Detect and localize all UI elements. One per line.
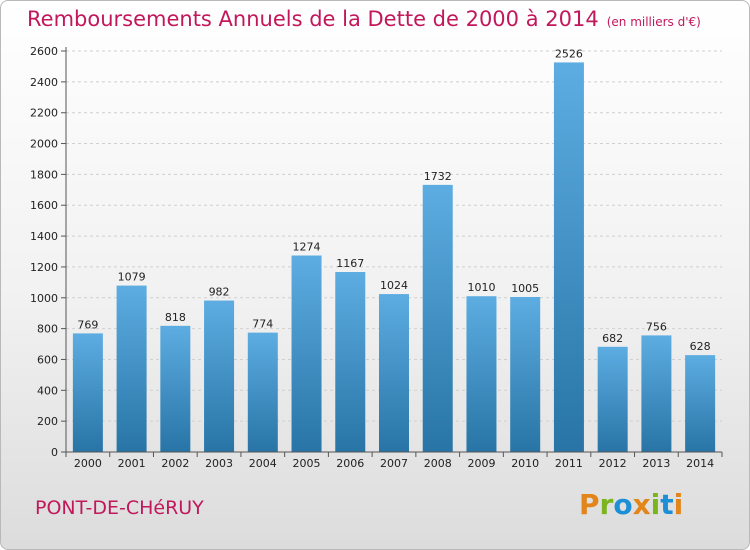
y-tick-label: 0 — [51, 446, 58, 459]
x-tick-label: 2007 — [380, 457, 408, 470]
bar-value-label: 756 — [646, 320, 667, 333]
bar — [685, 355, 716, 452]
bar-value-label: 1167 — [336, 257, 364, 270]
bar-value-label: 1732 — [424, 170, 452, 183]
proxiti-logo-letter: x — [632, 488, 651, 521]
bar-value-label: 769 — [77, 318, 98, 331]
bar-value-label: 682 — [602, 332, 623, 345]
bar — [335, 272, 366, 452]
bar-value-label: 1024 — [380, 279, 408, 292]
y-tick-label: 2600 — [30, 45, 58, 58]
x-tick-label: 2004 — [249, 457, 277, 470]
bar-value-label: 628 — [690, 340, 711, 353]
y-tick-label: 2200 — [30, 107, 58, 120]
bars: 769 1079 818 982 774 1274 1167 1024 1732 1010 1005… — [72, 47, 716, 452]
bar — [510, 296, 541, 452]
x-tick-label: 2003 — [205, 457, 233, 470]
y-tick-label: 1800 — [30, 168, 58, 181]
bar-value-label: 1005 — [511, 282, 539, 295]
y-tick-label: 1600 — [30, 199, 58, 212]
chart-unit: (en milliers d'€) — [606, 15, 701, 29]
bar — [160, 325, 191, 452]
y-tick-label: 600 — [37, 353, 58, 366]
bar — [597, 346, 628, 452]
bar — [204, 300, 235, 452]
proxiti-logo-letter: i — [673, 488, 684, 521]
y-tick-label: 200 — [37, 415, 58, 428]
y-tick-label: 800 — [37, 323, 58, 336]
bar — [641, 335, 672, 452]
proxiti-logo-letter: P — [579, 488, 600, 521]
x-tick-label: 2010 — [511, 457, 539, 470]
x-tick-label: 2009 — [467, 457, 495, 470]
bar — [466, 296, 497, 452]
bar-value-label: 1274 — [293, 241, 321, 254]
y-tick-label: 1400 — [30, 230, 58, 243]
y-tick-label: 2000 — [30, 138, 58, 151]
bar-value-label: 1010 — [467, 281, 495, 294]
x-tick-label: 2012 — [599, 457, 627, 470]
bar — [291, 255, 322, 452]
bar — [553, 62, 584, 452]
x-axis: 2000 2001 2002 2003 2004 2005 2006 2007 2008 2009… — [65, 451, 723, 470]
bar — [379, 294, 409, 452]
proxiti-logo-letter: i — [650, 488, 661, 521]
y-tick-label: 1000 — [30, 292, 58, 305]
chart-title-text: Remboursements Annuels de la Dette de 20… — [27, 7, 599, 31]
bar — [72, 333, 103, 452]
x-tick-label: 2011 — [555, 457, 583, 470]
bar-value-label: 774 — [252, 318, 273, 331]
bar-value-label: 1079 — [118, 271, 146, 284]
x-tick-label: 2005 — [293, 457, 321, 470]
x-tick-label: 2008 — [424, 457, 452, 470]
x-tick-label: 2000 — [74, 457, 102, 470]
y-tick-label: 400 — [37, 384, 58, 397]
proxiti-logo-letter: o — [613, 488, 633, 521]
commune-name: PONT-DE-CHéRUY — [35, 497, 204, 519]
x-tick-label: 2006 — [336, 457, 364, 470]
bar — [116, 285, 147, 452]
proxiti-logo-letter: r — [599, 488, 614, 521]
y-tick-label: 2400 — [30, 76, 58, 89]
bar-value-label: 2526 — [555, 47, 583, 60]
bar — [247, 332, 278, 452]
y-axis: 0 200 400 600 800 1000 1200 1400 1600 1800 2000 220… — [30, 45, 67, 459]
proxiti-logo-letter: t — [660, 488, 674, 521]
x-tick-label: 2014 — [686, 457, 714, 470]
bar-value-label: 818 — [165, 311, 186, 324]
y-tick-label: 1200 — [30, 261, 58, 274]
proxiti-logo: Proxiti — [579, 488, 683, 521]
x-tick-label: 2013 — [642, 457, 670, 470]
bar-value-label: 982 — [209, 286, 230, 299]
bar — [422, 184, 453, 452]
x-tick-label: 2001 — [118, 457, 146, 470]
chart-title: Remboursements Annuels de la Dette de 20… — [27, 7, 701, 31]
x-tick-label: 2002 — [161, 457, 189, 470]
